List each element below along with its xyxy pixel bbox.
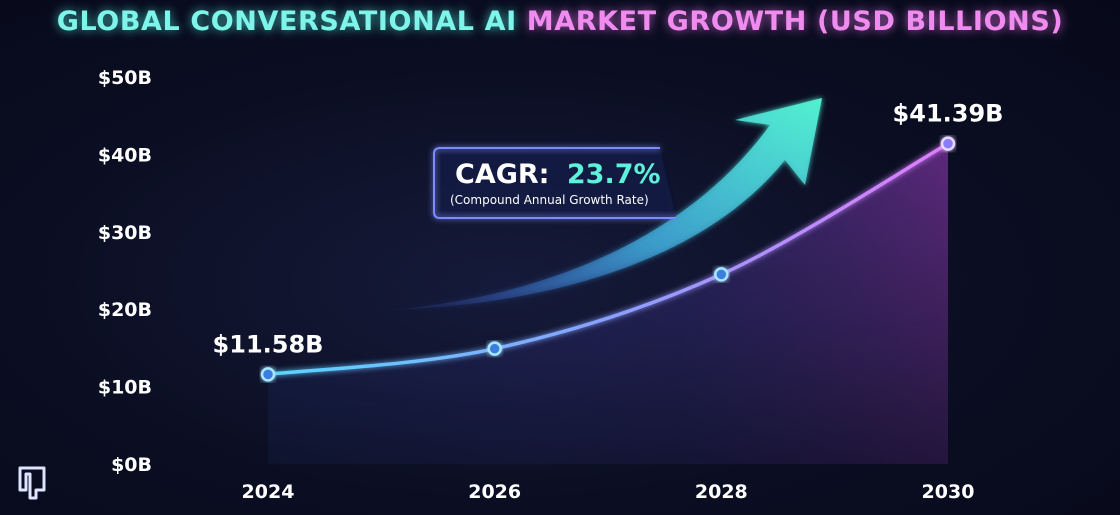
x-tick-label: 2024	[242, 481, 295, 503]
cagr-note: (Compound Annual Growth Rate)	[450, 193, 649, 207]
area-fill	[268, 143, 948, 464]
series-line	[267, 142, 949, 377]
y-tick-label: $40B	[98, 144, 152, 166]
data-label-2024: $11.58B	[213, 330, 324, 358]
data-point-2026	[487, 341, 502, 356]
y-tick-label: $10B	[98, 377, 152, 399]
data-point-2024	[260, 367, 276, 382]
x-tick-label: 2030	[922, 481, 975, 503]
data-label-2030: $41.39B	[893, 100, 1004, 128]
chart-title: GLOBAL CONVERSATIONAL AI MARKET GROWTH (…	[0, 6, 1120, 37]
y-tick-label: $20B	[98, 299, 152, 321]
cagr-callout: CAGR: 23.7% (Compound Annual Growth Rate…	[433, 147, 676, 219]
chart-title-part2: MARKET GROWTH (USD BILLIONS)	[526, 6, 1064, 37]
brand-logo	[18, 466, 46, 500]
cagr-label: CAGR:	[455, 159, 549, 190]
y-tick-label: $0B	[111, 454, 152, 476]
x-tick-label: 2026	[468, 481, 521, 503]
y-tick-label: $50B	[98, 67, 152, 89]
x-tick-label: 2028	[695, 481, 748, 503]
data-point-2028	[714, 267, 729, 282]
y-tick-label: $30B	[98, 222, 152, 244]
cagr-value: 23.7%	[567, 159, 661, 190]
cagr-annotation: CAGR: 23.7%	[455, 159, 661, 190]
data-point-2030	[940, 136, 956, 151]
growth-arrow	[388, 98, 822, 310]
chart-title-part1: GLOBAL CONVERSATIONAL AI	[56, 6, 517, 37]
